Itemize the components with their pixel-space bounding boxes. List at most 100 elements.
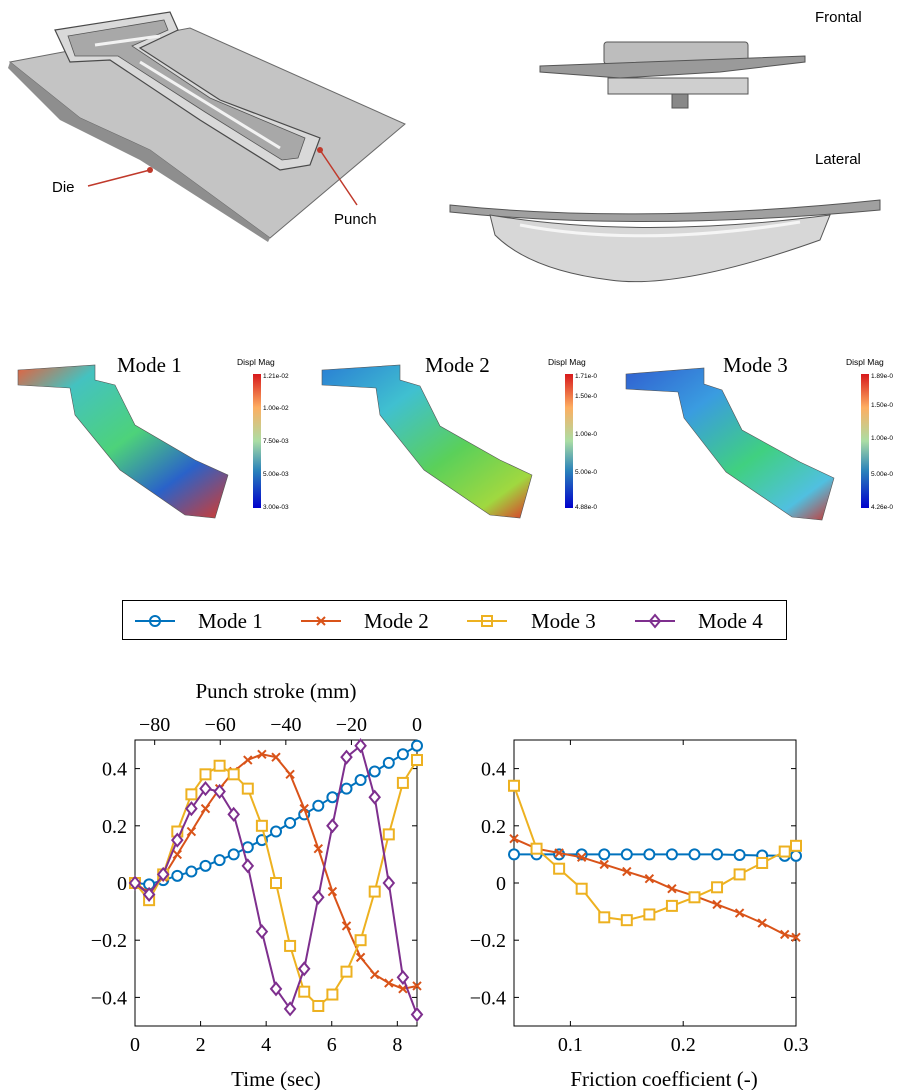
- circle-marker: [620, 848, 633, 861]
- die-label: Die: [52, 179, 75, 196]
- x-tick-label: 0.1: [558, 1034, 583, 1056]
- frontal-view: [539, 41, 806, 109]
- circle-marker: [598, 848, 611, 861]
- series-mode-2: [509, 833, 801, 943]
- diamond-marker-icon: [648, 613, 662, 629]
- frontal-label: Frontal: [815, 9, 862, 26]
- circle-marker: [227, 848, 240, 861]
- x-marker-icon: [316, 616, 326, 626]
- x-marker: [644, 874, 655, 884]
- diamond-marker: [199, 781, 212, 797]
- x-marker: [384, 978, 394, 988]
- circle-marker: [312, 799, 325, 812]
- circle-marker: [643, 848, 656, 861]
- y-tick-label: 0.2: [102, 816, 127, 838]
- mode-2-title: Mode 2: [425, 353, 490, 377]
- chart-2-x-axis-label: Friction coefficient (-): [570, 1067, 757, 1090]
- square-marker: [553, 862, 566, 875]
- square-marker: [213, 759, 226, 772]
- diamond-marker: [227, 806, 241, 822]
- mode-3-tick: 1.89e-0: [871, 373, 893, 380]
- mode-1-panel: Mode 1 Displ Mag 1.21e-02 1.00e-02 7.50e…: [17, 353, 289, 519]
- x-marker: [355, 952, 366, 963]
- square-marker: [508, 779, 520, 792]
- legend-label: Mode 2: [364, 609, 429, 633]
- x-marker: [285, 769, 295, 780]
- mode-1-tick: 1.00e-02: [263, 405, 289, 412]
- top-tick-label: −80: [139, 714, 170, 736]
- mode-1-tick: 3.00e-03: [263, 504, 289, 511]
- square-marker: [643, 908, 656, 921]
- x-tick-label: 0: [130, 1034, 140, 1056]
- legend-label: Mode 1: [198, 609, 263, 633]
- legend-entry-mode-4: Mode 4: [635, 609, 763, 633]
- square-marker: [340, 965, 353, 978]
- circle-marker: [733, 848, 746, 861]
- square-marker: [575, 882, 588, 895]
- y-tick-label: −0.4: [470, 987, 506, 1009]
- x-marker: [299, 803, 309, 814]
- lateral-label: Lateral: [815, 151, 861, 168]
- mode-3-tick: 4.26e-0: [871, 504, 893, 511]
- diamond-marker: [255, 924, 269, 940]
- square-marker: [688, 891, 701, 904]
- x-tick-label: 0.3: [784, 1034, 809, 1056]
- series-mode-3: [508, 779, 802, 927]
- square-marker: [382, 828, 395, 841]
- x-marker: [369, 969, 380, 980]
- top-tick-label: 0: [412, 714, 422, 736]
- mode-2-panel: Mode 2 Displ Mag 1.71e-0 1.50e-0 1.00e-0…: [321, 353, 597, 519]
- y-tick-label: −0.2: [470, 930, 506, 952]
- legend-entry-mode-1: Mode 1: [135, 609, 263, 633]
- circle-marker-icon: [149, 615, 161, 627]
- x-marker: [757, 918, 767, 928]
- x-tick-label: 2: [196, 1034, 206, 1056]
- square-marker: [255, 819, 268, 832]
- circle-marker: [326, 791, 339, 804]
- square-marker: [790, 839, 802, 852]
- circle-marker: [185, 865, 198, 878]
- circle-marker: [199, 859, 212, 872]
- diamond-marker: [269, 981, 283, 997]
- chart-friction-response: −0.4 −0.2 0 0.2 0.4 0.1 0.2 0.3 Friction coeffi…: [470, 739, 809, 1090]
- series-line: [513, 837, 797, 939]
- square-marker: [199, 768, 212, 781]
- series-mode-4: [128, 738, 424, 1023]
- diamond-marker: [326, 818, 339, 834]
- square-marker: [354, 934, 367, 947]
- x-marker: [200, 803, 211, 814]
- x-tick-label: 4: [261, 1034, 271, 1056]
- punch-label: Punch: [334, 211, 377, 228]
- x-marker: [341, 921, 352, 931]
- circle-marker: [411, 739, 423, 752]
- y-tick-label: 0.4: [102, 759, 127, 781]
- x-marker: [780, 929, 790, 940]
- diamond-marker: [283, 1001, 297, 1017]
- x-tick-label: 6: [327, 1034, 337, 1056]
- circle-marker: [790, 849, 802, 862]
- square-marker: [711, 881, 724, 894]
- top-tick-label: −20: [336, 714, 367, 736]
- punch-cavity: [54, 11, 321, 171]
- x-marker: [667, 884, 677, 894]
- mode-1-shape: [17, 364, 229, 519]
- x-marker: [186, 826, 197, 837]
- mode-2-colorbar-title: Displ Mag: [548, 357, 586, 367]
- series-mode-2: [130, 749, 422, 994]
- square-marker: [530, 842, 543, 855]
- square-marker: [733, 868, 746, 881]
- mode-1-colorbar: [253, 374, 261, 508]
- diamond-marker: [213, 783, 226, 800]
- circle-marker: [171, 869, 184, 882]
- series-mode-3: [129, 754, 423, 1012]
- x-marker: [734, 908, 745, 918]
- y-tick-label: 0.4: [481, 759, 506, 781]
- lateral-view: [449, 199, 881, 283]
- diamond-marker: [128, 875, 142, 891]
- chart-1-x-axis-label: Time (sec): [231, 1067, 321, 1090]
- diamond-marker: [311, 889, 325, 905]
- mode-2-tick: 1.50e-0: [575, 393, 597, 400]
- mode-1-colorbar-title: Displ Mag: [237, 357, 275, 367]
- y-tick-label: 0: [496, 873, 506, 895]
- circle-marker: [688, 848, 701, 861]
